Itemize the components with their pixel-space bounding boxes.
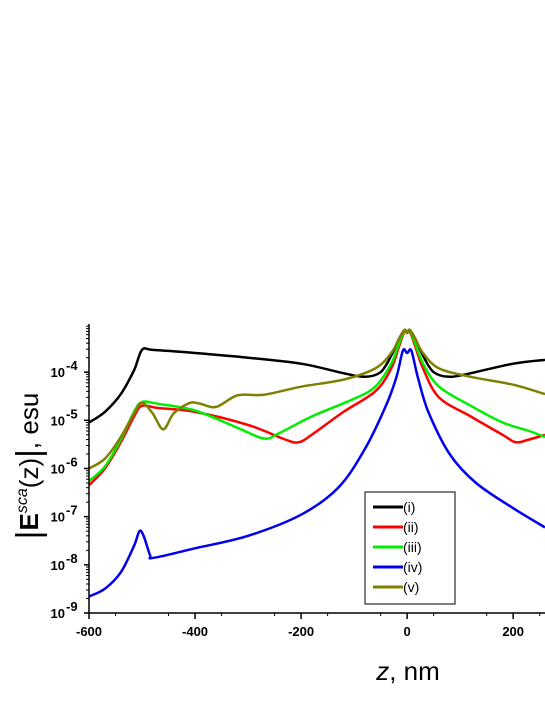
legend: (i) (ii) (iii) (iv) (v) <box>364 491 456 605</box>
y-tick-exponent: -7 <box>66 503 78 518</box>
x-tick-label: -400 <box>182 624 208 639</box>
svg-text:|Esca(z)|, esu: |Esca(z)|, esu <box>10 393 48 540</box>
legend-label: (iv) <box>403 559 422 575</box>
x-tick-label: -600 <box>76 624 102 639</box>
y-axis-title: |Esca(z)|, esu <box>10 393 48 540</box>
series-line-3 <box>89 328 545 482</box>
y-tick-exponent: -5 <box>66 406 78 421</box>
x-tick-label: 200 <box>502 624 524 639</box>
x-axis-title: z, nm <box>375 656 440 686</box>
y-tick-label: 10 <box>51 510 65 525</box>
y-tick-exponent: -6 <box>66 455 78 470</box>
legend-label: (ii) <box>403 519 419 535</box>
series-layer <box>89 328 545 598</box>
y-tick-exponent: -4 <box>66 358 78 373</box>
x-tick-label: -200 <box>288 624 314 639</box>
series-line-5 <box>89 328 545 470</box>
series-line-2 <box>89 329 545 487</box>
y-tick-label: 10 <box>51 606 65 621</box>
series-line-1 <box>89 328 545 424</box>
y-tick-label: 10 <box>51 462 65 477</box>
legend-label: (i) <box>403 499 415 515</box>
x-tick-label: 0 <box>404 624 411 639</box>
legend-label: (v) <box>403 579 419 595</box>
legend-label: (iii) <box>403 539 422 555</box>
y-tick-exponent: -9 <box>66 599 78 614</box>
y-tick-label: 10 <box>51 413 65 428</box>
y-tick-label: 10 <box>51 558 65 573</box>
y-tick-label: 10 <box>51 365 65 380</box>
series-line-4 <box>89 348 545 598</box>
y-tick-exponent: -8 <box>66 551 78 566</box>
